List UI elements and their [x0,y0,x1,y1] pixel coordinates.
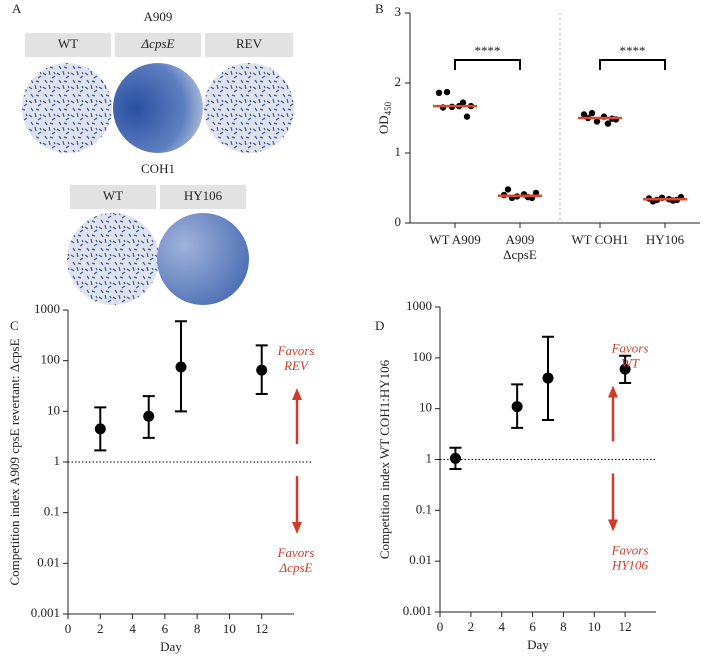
panel-label: D [375,318,384,333]
y-tick-label: 100 [413,349,433,364]
group-title: COH1 [141,161,175,176]
y-tick-label: 1 [54,453,61,468]
label-box [160,185,246,209]
y-axis-title: OD450 [376,101,393,134]
point [604,120,612,127]
point [256,364,268,376]
y-tick-label: 0.1 [44,504,60,519]
y-tick-label: 0.001 [403,603,432,618]
x-tick-label: 0 [65,621,72,636]
point [588,109,596,117]
annotation: Favors REV [277,343,315,373]
x-tick-label: 10 [588,619,601,634]
plate-image [113,63,203,153]
plate-image [22,63,112,153]
significance-bracket [454,59,521,70]
panel-label: B [375,1,384,16]
label-box [25,33,111,57]
y-tick-label: 10 [47,402,60,417]
arrow-down-head [292,522,302,534]
strain-label: REV [236,36,263,51]
plate-image [204,63,294,153]
x-tick-label: 6 [162,621,169,636]
annotation: Favors ΔcpsE [277,545,315,575]
y-tick-label: 1000 [406,298,432,313]
point [593,118,601,125]
strain-label: ΔcpsE [141,36,175,51]
x-tick-label: 8 [194,621,201,636]
significance-label: **** [620,43,646,58]
y-tick-label: 0.001 [31,605,60,620]
x-tick-label: A909 ΔcpsE [503,232,537,262]
x-tick-label: HY106 [646,232,685,247]
strain-label: WT [58,36,78,51]
x-tick-label: 12 [255,621,268,636]
annotation: Favors HY106 [611,542,649,572]
x-tick-label: 2 [468,619,475,634]
point [94,423,106,435]
strain-label: HY106 [184,188,223,203]
y-tick-label: 0.01 [409,552,432,567]
y-axis-title: Competition index A909 cpsE revertant: Δ… [7,338,22,585]
arrow-down-head [608,519,618,532]
x-tick-label: 2 [97,621,104,636]
y-axis-title: Competition index WT COH1:HY106 [377,359,392,559]
plate-image [67,213,159,305]
point [463,113,471,120]
x-tick-label: 0 [437,619,444,634]
significance-bracket [599,59,666,70]
point [511,401,523,413]
point [435,89,443,97]
x-tick-label: 4 [498,619,505,634]
plate-image [157,213,249,305]
x-tick-label: 6 [529,619,536,634]
x-tick-label: 12 [619,619,632,634]
label-box [205,33,293,57]
arrow-up-head [608,385,618,398]
x-tick-label: WT COH1 [571,232,628,247]
x-axis-title: Day [527,637,549,652]
strain-label: WT [103,188,123,203]
point [443,88,451,96]
y-tick-label: 3 [395,4,402,19]
x-tick-label: 8 [560,619,567,634]
y-axis-subscript: 450 [383,101,393,115]
label-box [70,185,156,209]
annotation: Favors WT [611,340,649,370]
point [504,186,512,193]
y-tick-label: 2 [395,74,402,89]
x-tick-label: 10 [223,621,236,636]
y-tick-label: 1000 [34,301,60,316]
point [449,452,461,464]
y-tick-label: 0 [395,214,402,229]
x-axis-title: Day [160,639,182,654]
label-box [115,33,201,57]
point [175,361,187,373]
point [143,410,155,422]
y-tick-label: 1 [426,450,433,465]
y-tick-label: 10 [419,400,432,415]
y-tick-label: 100 [41,352,61,367]
significance-label: **** [475,43,501,58]
x-tick-label: WT A909 [429,232,480,247]
arrow-up-head [292,388,302,400]
y-tick-label: 0.01 [37,554,60,569]
x-tick-label: 4 [129,621,136,636]
y-tick-label: 1 [395,144,402,159]
point [542,372,554,384]
point [619,363,631,375]
panel-label: A [12,1,22,16]
panel-label: C [10,318,19,333]
y-tick-label: 0.1 [416,501,432,516]
group-title: A909 [144,9,173,24]
